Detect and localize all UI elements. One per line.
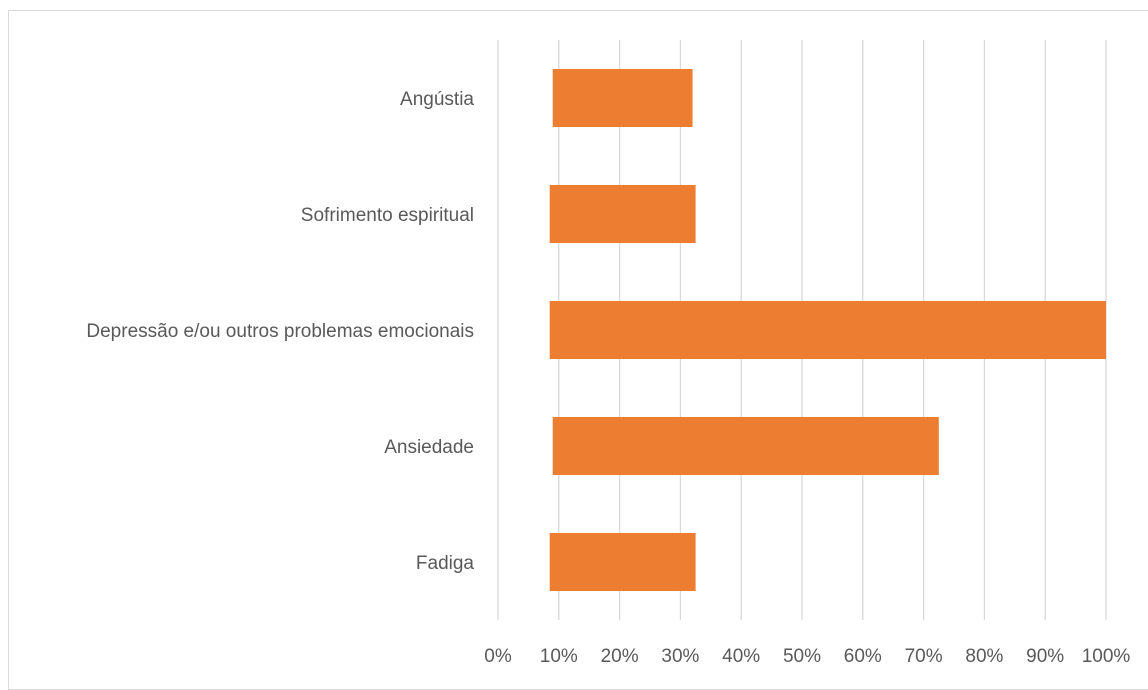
bar: [549, 185, 696, 243]
x-tick-label: 10%: [540, 646, 578, 667]
x-tick-labels: 0% 10% 20% 30% 40% 50% 60% 70% 80% 90% 100%: [484, 646, 1130, 667]
x-tick-label: 80%: [965, 646, 1003, 667]
category-label: Sofrimento espiritual: [301, 205, 474, 226]
x-tick-label: 90%: [1026, 646, 1064, 667]
bar: [552, 69, 693, 127]
x-tick-label: 30%: [661, 646, 699, 667]
bar: [552, 417, 939, 475]
x-tick-label: 50%: [783, 646, 821, 667]
x-tick-label: 100%: [1082, 646, 1131, 667]
x-tick-label: 40%: [722, 646, 760, 667]
category-label: Angústia: [400, 89, 474, 110]
bar: [549, 533, 696, 591]
category-labels: Angústia Sofrimento espiritual Depressão e…: [86, 89, 474, 574]
floating-bar-chart: Angústia Sofrimento espiritual Depressão e…: [86, 40, 1130, 667]
category-label: Depressão e/ou outros problemas emociona…: [86, 321, 474, 342]
x-tick-label: 0%: [484, 646, 512, 667]
x-tick-label: 60%: [844, 646, 882, 667]
bars: [549, 69, 1106, 591]
category-label: Fadiga: [416, 553, 475, 574]
x-tick-label: 70%: [905, 646, 943, 667]
category-label: Ansiedade: [384, 437, 474, 458]
x-tick-label: 20%: [601, 646, 639, 667]
bar: [549, 301, 1106, 359]
